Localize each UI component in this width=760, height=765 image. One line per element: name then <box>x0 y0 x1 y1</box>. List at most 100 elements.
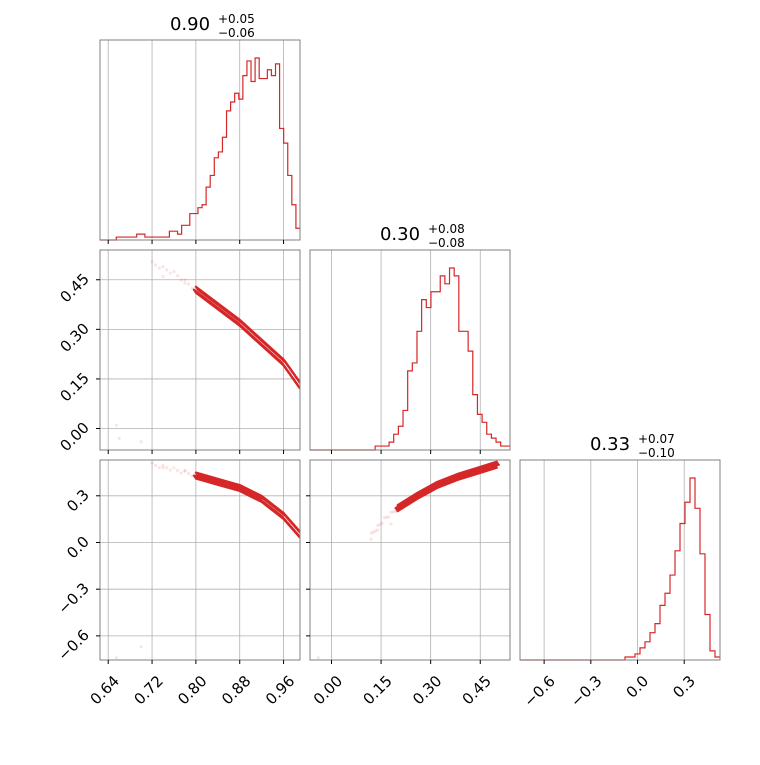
sample-point <box>391 510 395 514</box>
sample-point <box>384 515 389 519</box>
x-tick-label: 0.72 <box>130 672 166 708</box>
x-tick-label: 0.0 <box>623 672 653 702</box>
sample-point <box>179 471 183 475</box>
x-tick-label: −0.6 <box>520 672 558 710</box>
sample-point <box>373 529 378 533</box>
sample-point <box>176 274 180 278</box>
sample-point <box>165 466 169 470</box>
sample-point <box>369 537 373 541</box>
panel-content <box>316 460 500 660</box>
sample-point <box>117 436 121 441</box>
sample-point <box>139 645 143 649</box>
y-tick-label: 0.15 <box>56 369 92 405</box>
sample-point <box>183 469 187 473</box>
title-lower-error: −0.08 <box>428 236 465 250</box>
y-tick-label: 0.0 <box>63 533 93 563</box>
sample-point <box>179 278 183 282</box>
x-tick-label: 0.00 <box>310 672 346 708</box>
contour-line <box>396 460 498 507</box>
sample-point <box>369 531 373 535</box>
axes-frame <box>309 459 511 661</box>
sample-point <box>150 461 154 465</box>
hist-panel-1: 0.30 +0.08−0.08 <box>309 222 511 454</box>
panel-title-1: 0.30 <box>380 224 420 245</box>
sample-point <box>371 530 375 534</box>
histogram-series-2 <box>520 477 720 661</box>
title-upper-error: +0.05 <box>218 12 255 26</box>
sample-point <box>393 509 397 514</box>
panel-title-2: 0.33 <box>590 434 630 455</box>
sample-point <box>183 469 187 473</box>
sample-point <box>378 522 382 526</box>
title-lower-error: −0.10 <box>638 446 675 460</box>
sample-point <box>183 281 187 285</box>
sample-point <box>161 265 165 269</box>
y-tick-label: −0.3 <box>54 579 92 617</box>
histogram-series-0 <box>100 57 300 241</box>
hist-panel-0: 0.90 +0.05−0.06 <box>99 12 301 244</box>
contour-line <box>195 473 300 534</box>
sample-point <box>139 440 143 444</box>
y-tick-label: 0.30 <box>56 319 92 355</box>
contour-line <box>193 476 300 538</box>
panel-title-0: 0.90 <box>170 14 210 35</box>
x-tick-label: −0.3 <box>567 672 605 710</box>
sample-point <box>161 463 165 468</box>
x-tick-label: 0.45 <box>459 672 495 708</box>
x-tick-label: 0.80 <box>174 672 210 708</box>
axes-frame <box>99 459 301 661</box>
sample-point <box>382 516 386 520</box>
sample-point <box>114 423 119 427</box>
y-tick-label: 0.45 <box>56 270 92 306</box>
sample-point <box>376 523 380 528</box>
sample-point <box>157 266 161 270</box>
sample-point <box>161 466 165 470</box>
sample-point <box>165 268 169 272</box>
sample-point <box>316 656 320 660</box>
contour-line <box>397 462 499 508</box>
sample-point <box>168 468 172 472</box>
contour-line <box>195 287 300 385</box>
axes-frame <box>309 249 511 451</box>
axes-frame <box>519 459 721 661</box>
sample-point <box>387 515 391 519</box>
axes-frame <box>99 249 301 451</box>
x-tick-label: 0.64 <box>87 672 123 708</box>
x-tick-label: 0.88 <box>218 672 254 708</box>
sample-point <box>380 521 384 525</box>
sample-point <box>376 528 380 532</box>
scatter-panel-2 <box>306 459 511 664</box>
contour-line <box>395 465 497 511</box>
sample-point <box>183 278 187 282</box>
sample-point <box>176 468 180 472</box>
title-median: 0.30 <box>380 224 420 245</box>
title-upper-error: +0.07 <box>638 432 675 446</box>
axes-frame <box>99 39 301 241</box>
hist-panel-2: 0.33 +0.07−0.10 <box>519 432 721 664</box>
contour-line <box>193 290 300 389</box>
contour-line <box>396 466 498 513</box>
sample-point <box>154 263 158 267</box>
scatter-panel-0: 0.00 0.15 0.30 0.45 <box>56 249 301 455</box>
sample-point <box>172 466 176 470</box>
sample-point <box>172 270 176 274</box>
title-median: 0.33 <box>590 434 630 455</box>
sample-point <box>186 282 191 286</box>
title-median: 0.90 <box>170 14 210 35</box>
x-tick-label: 0.30 <box>409 672 445 708</box>
x-tick-label: 0.15 <box>359 672 395 708</box>
sample-point <box>157 466 161 470</box>
sample-point <box>389 510 393 514</box>
y-tick-label: −0.6 <box>54 626 92 664</box>
x-tick-label: 0.3 <box>669 672 699 702</box>
y-tick-label: 0.00 <box>56 419 92 455</box>
sample-point <box>186 471 191 476</box>
x-tick-label: 0.96 <box>262 672 298 708</box>
sample-point <box>168 271 172 275</box>
title-lower-error: −0.06 <box>218 26 255 40</box>
sample-point <box>114 656 119 660</box>
scatter-panel-1: −0.6 −0.3 0.0 0.3 <box>54 459 301 664</box>
contour-line <box>192 474 300 536</box>
